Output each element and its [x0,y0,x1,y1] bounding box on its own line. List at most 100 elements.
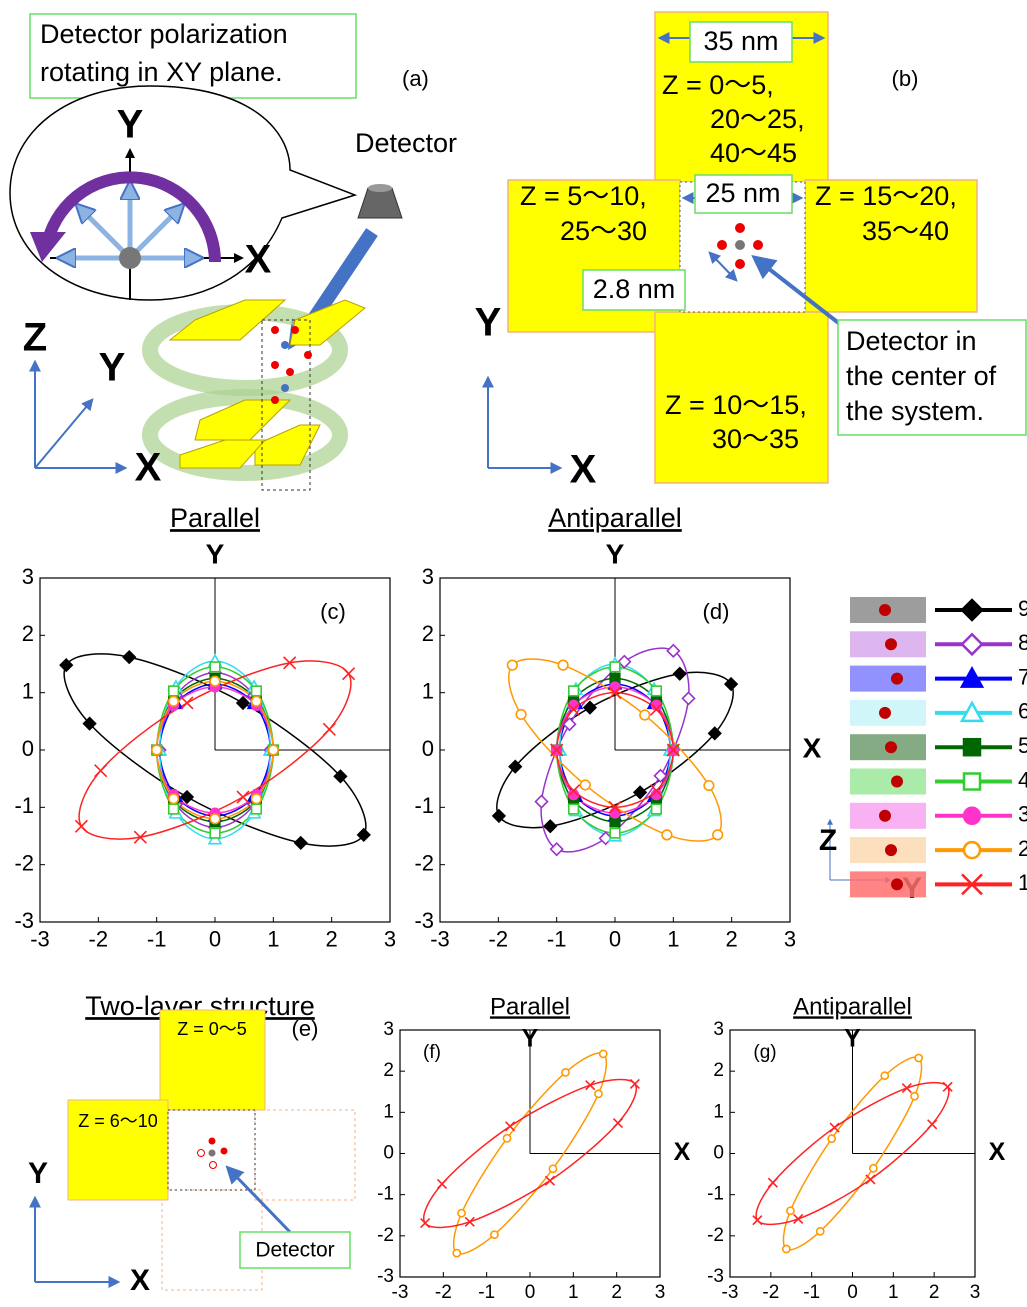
y-tick-label: 2 [383,1060,394,1081]
atom [717,240,727,250]
x-tick-label: 2 [726,927,738,952]
caption-line: rotating in XY plane. [40,57,283,87]
x-tick-label: 0 [847,1282,858,1303]
legend-dot [891,878,903,890]
marker [964,842,980,858]
marker [252,686,262,696]
y-tick-label: 1 [422,678,434,703]
legend-swatch [850,666,926,692]
axis-y-label: Y [28,1157,48,1190]
legend-dot [879,707,891,719]
legend-label: 3 [1018,802,1027,827]
legend-label: 6 [1018,699,1027,724]
atom [735,223,745,233]
legend-label: 4 [1018,767,1027,792]
atom [286,368,294,376]
electrode-label: 30〜35 [712,424,799,454]
detector-cone [358,188,402,218]
legend-label: 8 [1018,630,1027,655]
atom [735,240,745,250]
detector-label: Detector [255,1239,334,1262]
y-tick-label: 0 [422,736,434,761]
electrode [290,300,365,345]
y-tick-label: -1 [377,1184,394,1205]
y-tick-label: -2 [14,850,34,875]
panel-b: (b) 35 nm Z = 0〜5, 20〜25, 40〜45 25 nm Z … [475,12,1026,492]
legend-dot [885,638,897,650]
atom [753,240,763,250]
legend-dot [885,844,897,856]
marker [169,686,179,696]
detector-note: the center of [846,361,997,391]
x-tick-label: 1 [568,1282,579,1303]
marker [269,745,279,755]
x-tick-label: -2 [89,927,109,952]
x-tick-label: 3 [655,1282,666,1303]
panel-a: Detector polarization rotating in XY pla… [10,14,457,490]
marker [928,1120,937,1129]
marker [704,781,714,791]
marker [210,814,220,824]
marker [830,1123,839,1132]
y-tick-label: -3 [414,908,434,933]
marker [544,820,556,832]
marker [169,804,179,814]
marker [516,710,526,720]
marker [943,1082,952,1091]
legend-swatch [850,871,926,897]
axis-x-label: X [135,446,162,490]
marker [768,1178,777,1187]
y-tick-label: 3 [383,1019,394,1040]
marker [237,791,249,803]
y-tick-label: 3 [713,1019,724,1040]
electrode-label: 25〜30 [560,216,647,246]
x-tick-label: -1 [547,927,567,952]
electrode-label: Z = 6〜10 [78,1111,158,1131]
panel-label: (c) [320,599,346,624]
legend-dot [879,810,891,822]
electrode-label: 40〜45 [710,138,797,168]
legend-swatch [850,769,926,795]
legend-label: 7 [1018,664,1027,689]
atom [281,384,289,392]
x-axis-label: X [803,732,822,763]
marker [787,1207,794,1214]
marker [586,1081,595,1090]
marker [295,837,307,849]
legend-dot [879,604,891,616]
marker [323,723,335,735]
marker [491,1231,498,1238]
marker [421,1219,430,1228]
marker [713,830,723,840]
electrode-label: Z = 15〜20, [815,181,957,211]
detector-top [368,184,392,192]
body: Detector polarization rotating in XY pla… [0,0,1027,1307]
y-tick-label: -1 [414,793,434,818]
y-tick-label: -1 [707,1184,724,1205]
panel-label: (a) [402,66,429,91]
axis-y [35,400,92,468]
legend-label: 2 [1018,836,1027,861]
marker [902,1084,911,1093]
electrode-label: Z = 10〜15, [665,390,807,420]
electrode-label: Z = 5〜10, [520,181,647,211]
electrode [180,440,265,468]
legend-label: 5 [1018,733,1027,758]
atom [210,1162,217,1169]
y-tick-label: 0 [713,1143,724,1164]
caption-line: Detector polarization [40,19,288,49]
marker [562,1069,569,1076]
panel-label: (g) [753,1042,776,1063]
marker [613,1119,622,1128]
atom [209,1150,216,1157]
x-tick-label: -2 [489,927,509,952]
x-tick-label: -1 [803,1282,820,1303]
marker [753,1216,762,1225]
panel-label: (b) [892,66,919,91]
marker [210,662,220,672]
marker [169,696,179,706]
x-axis-label: X [674,1138,691,1166]
y-tick-label: 2 [713,1060,724,1081]
electrode-outline [255,1110,355,1200]
marker [652,686,662,696]
